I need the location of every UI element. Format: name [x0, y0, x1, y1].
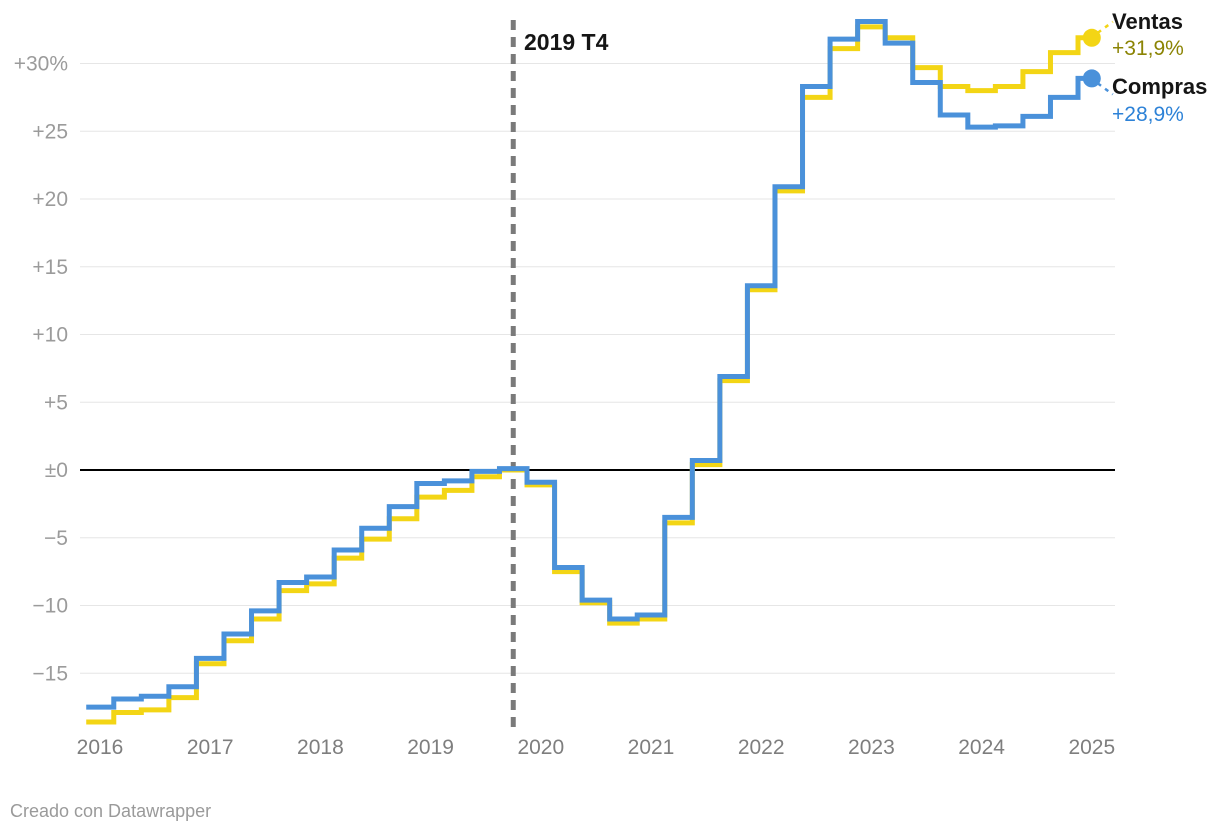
legend-ventas-label: Ventas [1112, 9, 1183, 34]
y-axis-label: −5 [44, 527, 68, 550]
x-axis-label: 2022 [738, 736, 785, 759]
y-axis-label: +5 [44, 391, 68, 414]
y-axis-label: +20 [32, 188, 68, 211]
x-axis-label: 2024 [958, 736, 1005, 759]
x-axis-label: 2019 [407, 736, 454, 759]
x-axis-label: 2018 [297, 736, 344, 759]
x-axis-label: 2016 [77, 736, 124, 759]
y-axis-label: +10 [32, 324, 68, 347]
annotation-2019-t4: 2019 T4 [524, 29, 609, 55]
y-axis-label: +15 [32, 256, 68, 279]
ventas-end-dot [1082, 28, 1101, 47]
ventas-line [86, 24, 1092, 725]
compras-end-dot [1082, 69, 1101, 88]
compras-label-connector [1097, 82, 1114, 96]
x-axis-label: 2025 [1068, 736, 1115, 759]
y-axis-label: −10 [32, 595, 68, 618]
legend-ventas-value: +31,9% [1112, 37, 1184, 60]
y-axis-label: +30% [14, 53, 68, 76]
y-axis-label: −15 [32, 662, 68, 685]
x-axis-label: 2023 [848, 736, 895, 759]
x-axis-label: 2021 [628, 736, 675, 759]
x-axis-label: 2020 [517, 736, 564, 759]
x-axis-label: 2017 [187, 736, 234, 759]
datawrapper-attribution: Creado con Datawrapper [10, 801, 212, 821]
legend-compras-label: Compras [1112, 74, 1208, 99]
y-axis-label: +25 [32, 120, 68, 143]
ventas-label-connector [1097, 20, 1114, 34]
compras-line [86, 18, 1092, 710]
y-axis-label: ±0 [45, 459, 68, 482]
legend-compras-value: +28,9% [1112, 103, 1184, 126]
